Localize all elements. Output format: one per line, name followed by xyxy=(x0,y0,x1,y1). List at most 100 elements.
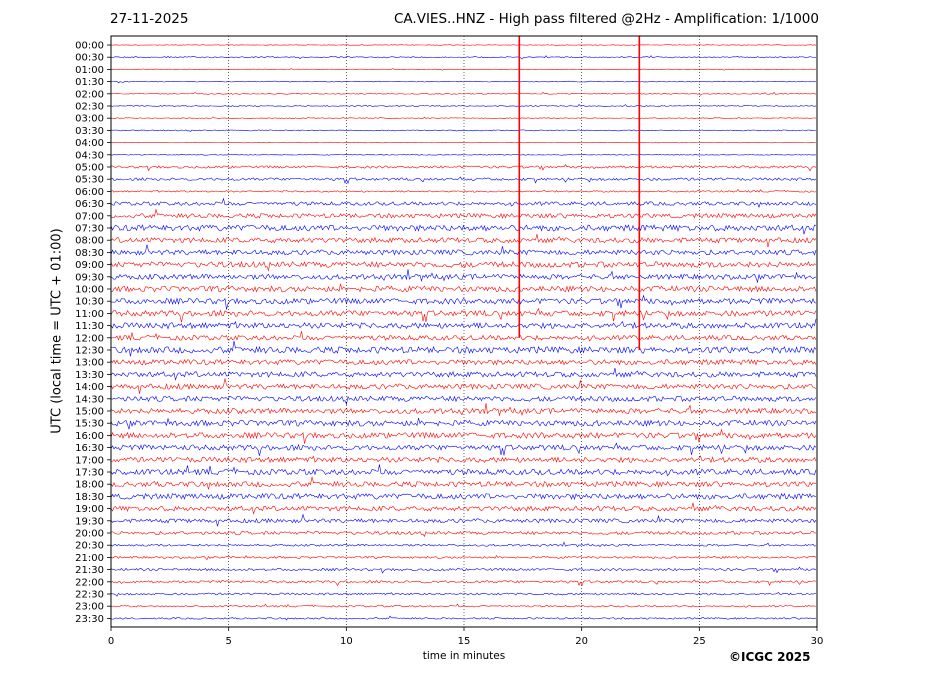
y-tick-label: 15:00 xyxy=(75,407,104,418)
y-tick-label: 03:00 xyxy=(75,114,104,125)
trace-1330 xyxy=(110,367,817,381)
plot-frame xyxy=(110,35,818,628)
trace-1930 xyxy=(110,513,817,527)
y-tick-label: 19:30 xyxy=(75,516,104,527)
trace-1800 xyxy=(110,476,816,490)
trace-1030 xyxy=(110,294,817,310)
trace-0530 xyxy=(110,176,817,185)
trace-2300 xyxy=(110,603,817,608)
trace-1900 xyxy=(110,502,817,515)
trace-0100 xyxy=(110,68,817,71)
x-tick-group: 0 5 10 15 20 25 30 xyxy=(108,627,823,647)
y-tick-label: 23:30 xyxy=(75,614,104,625)
trace-0830 xyxy=(110,244,817,256)
trace-group xyxy=(110,44,817,621)
trace-1700 xyxy=(110,455,817,464)
y-tick-label: 16:30 xyxy=(75,443,104,454)
trace-0930 xyxy=(110,269,817,284)
y-tick-label: 13:00 xyxy=(75,358,104,369)
trace-1400 xyxy=(110,378,817,394)
y-tick-label: 04:30 xyxy=(75,150,104,161)
x-axis-label: time in minutes xyxy=(422,650,506,662)
y-tick-label: 05:00 xyxy=(75,163,104,174)
y-tick-label: 02:30 xyxy=(75,102,104,113)
trace-0230 xyxy=(110,104,817,107)
trace-1200 xyxy=(110,331,817,342)
y-tick-label: 17:30 xyxy=(75,468,104,479)
y-tick-label: 09:30 xyxy=(75,272,104,283)
x-tick-label: 20 xyxy=(575,636,588,647)
y-tick-label: 11:30 xyxy=(75,321,104,332)
x-tick-label: 15 xyxy=(458,636,471,647)
trace-2330 xyxy=(110,615,817,621)
chart-date: 27-11-2025 xyxy=(110,11,189,27)
y-tick-label: 05:30 xyxy=(75,175,104,186)
trace-0630 xyxy=(110,197,817,209)
y-tick-label: 20:00 xyxy=(75,529,104,540)
trace-2130 xyxy=(110,566,817,574)
trace-2030 xyxy=(110,541,817,548)
trace-2000 xyxy=(110,530,817,538)
y-tick-label: 02:00 xyxy=(75,89,104,100)
y-tick-label: 18:00 xyxy=(75,480,104,491)
trace-0300 xyxy=(110,116,817,120)
y-tick-label: 07:30 xyxy=(75,224,104,235)
trace-1500 xyxy=(110,403,817,417)
y-tick-label: 06:00 xyxy=(75,187,104,198)
y-tick-label: 20:30 xyxy=(75,541,104,552)
y-tick-label: 01:00 xyxy=(75,65,104,76)
trace-1000 xyxy=(110,283,817,293)
chart-title: CA.VIES..HNZ - High pass filtered @2Hz -… xyxy=(394,11,819,27)
trace-1600 xyxy=(110,428,817,444)
trace-0600 xyxy=(110,189,817,193)
trace-1730 xyxy=(110,464,817,477)
y-tick-label: 22:30 xyxy=(75,590,104,601)
y-tick-label: 10:30 xyxy=(75,297,104,308)
x-tick-label: 10 xyxy=(340,636,353,647)
y-tick-label: 01:30 xyxy=(75,77,104,88)
trace-0330 xyxy=(110,129,817,132)
copyright-label: ©ICGC 2025 xyxy=(729,650,811,664)
spike-group xyxy=(518,36,641,350)
y-tick-label: 06:30 xyxy=(75,199,104,210)
y-tick-label: 12:00 xyxy=(75,333,104,344)
trace-2200 xyxy=(110,579,817,587)
y-tick-label: 04:00 xyxy=(75,138,104,149)
trace-1530 xyxy=(110,417,817,430)
y-tick-label: 07:00 xyxy=(75,211,104,222)
trace-0130 xyxy=(110,80,817,84)
trace-0500 xyxy=(110,164,817,172)
trace-2230 xyxy=(110,592,817,597)
y-tick-label: 12:30 xyxy=(75,346,104,357)
grid-group xyxy=(228,36,700,627)
y-tick-label: 08:00 xyxy=(75,236,104,247)
y-tick-label: 10:00 xyxy=(75,285,104,296)
trace-0400 xyxy=(110,141,816,144)
trace-1430 xyxy=(110,395,817,406)
y-tick-label: 18:30 xyxy=(75,492,104,503)
y-tick-label: 08:30 xyxy=(75,248,104,259)
y-tick-label: 00:30 xyxy=(75,53,104,64)
y-tick-label: 13:30 xyxy=(75,370,104,381)
x-tick-label: 0 xyxy=(108,636,114,647)
trace-0700 xyxy=(110,208,817,219)
x-tick-label: 25 xyxy=(693,636,706,647)
y-tick-label: 19:00 xyxy=(75,504,104,515)
y-tick-label: 22:00 xyxy=(75,577,104,588)
y-tick-label: 16:00 xyxy=(75,431,104,442)
y-tick-label: 21:00 xyxy=(75,553,104,564)
trace-0900 xyxy=(110,260,817,272)
trace-0430 xyxy=(110,153,816,156)
y-tick-label: 14:00 xyxy=(75,382,104,393)
y-tick-label: 09:00 xyxy=(75,260,104,271)
trace-0800 xyxy=(110,234,817,248)
trace-0000 xyxy=(110,44,817,47)
trace-0030 xyxy=(110,55,817,60)
trace-0730 xyxy=(110,224,817,235)
y-tick-label: 17:00 xyxy=(75,455,104,466)
trace-1630 xyxy=(110,442,817,456)
trace-1130 xyxy=(110,318,817,330)
trace-1830 xyxy=(110,492,817,500)
